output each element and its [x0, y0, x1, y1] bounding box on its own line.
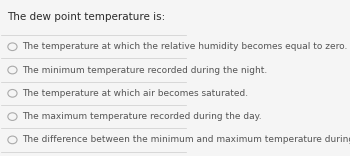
- Text: The maximum temperature recorded during the day.: The maximum temperature recorded during …: [22, 112, 261, 121]
- Text: The dew point temperature is:: The dew point temperature is:: [7, 12, 165, 22]
- Text: The minimum temperature recorded during the night.: The minimum temperature recorded during …: [22, 66, 267, 75]
- Text: The temperature at which air becomes saturated.: The temperature at which air becomes sat…: [22, 89, 248, 98]
- Text: The temperature at which the relative humidity becomes equal to zero.: The temperature at which the relative hu…: [22, 42, 347, 51]
- Text: The difference between the minimum and maximum temperature during a diurnal cycl: The difference between the minimum and m…: [22, 135, 350, 144]
